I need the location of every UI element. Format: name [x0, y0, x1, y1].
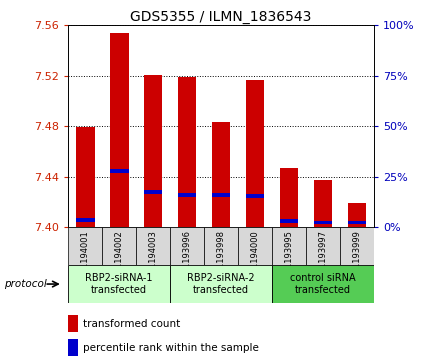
Bar [68, 227, 102, 265]
Bar [204, 227, 238, 265]
Title: GDS5355 / ILMN_1836543: GDS5355 / ILMN_1836543 [130, 11, 312, 24]
Text: GSM1193995: GSM1193995 [285, 230, 293, 286]
Text: control siRNA
transfected: control siRNA transfected [290, 273, 356, 295]
Text: GSM1193998: GSM1193998 [216, 230, 226, 286]
Bar [178, 77, 197, 227]
Bar [68, 315, 78, 332]
Text: GSM1193997: GSM1193997 [319, 230, 327, 286]
Text: percentile rank within the sample: percentile rank within the sample [83, 343, 259, 352]
Bar [340, 227, 374, 265]
Bar [136, 227, 170, 265]
Text: RBP2-siRNA-2
transfected: RBP2-siRNA-2 transfected [187, 273, 255, 295]
Text: RBP2-siRNA-1
transfected: RBP2-siRNA-1 transfected [85, 273, 153, 295]
Bar [238, 227, 272, 265]
Bar [280, 168, 298, 227]
Bar [110, 33, 128, 227]
Bar [246, 194, 264, 198]
Text: GSM1194002: GSM1194002 [115, 230, 124, 286]
Text: protocol: protocol [4, 279, 47, 289]
Bar [314, 180, 332, 227]
Bar [212, 193, 231, 197]
Bar [144, 190, 162, 194]
Bar [348, 203, 367, 227]
Bar [76, 218, 95, 222]
Bar [246, 79, 264, 227]
Bar [272, 265, 374, 303]
Text: GSM1193996: GSM1193996 [183, 230, 192, 286]
Bar [76, 127, 95, 227]
Text: GSM1194003: GSM1194003 [149, 230, 158, 286]
Text: GSM1194001: GSM1194001 [81, 230, 90, 286]
Bar [68, 339, 78, 356]
Bar [306, 227, 340, 265]
Bar [68, 265, 170, 303]
Bar [272, 227, 306, 265]
Bar [178, 193, 197, 197]
Bar [110, 169, 128, 173]
Bar [314, 221, 332, 224]
Text: GSM1194000: GSM1194000 [250, 230, 260, 286]
Bar [144, 74, 162, 227]
Bar [102, 227, 136, 265]
Bar [170, 265, 272, 303]
Text: transformed count: transformed count [83, 319, 180, 329]
Bar [280, 219, 298, 223]
Bar [348, 221, 367, 224]
Bar [212, 122, 231, 227]
Bar [170, 227, 204, 265]
Text: GSM1193999: GSM1193999 [352, 230, 362, 286]
